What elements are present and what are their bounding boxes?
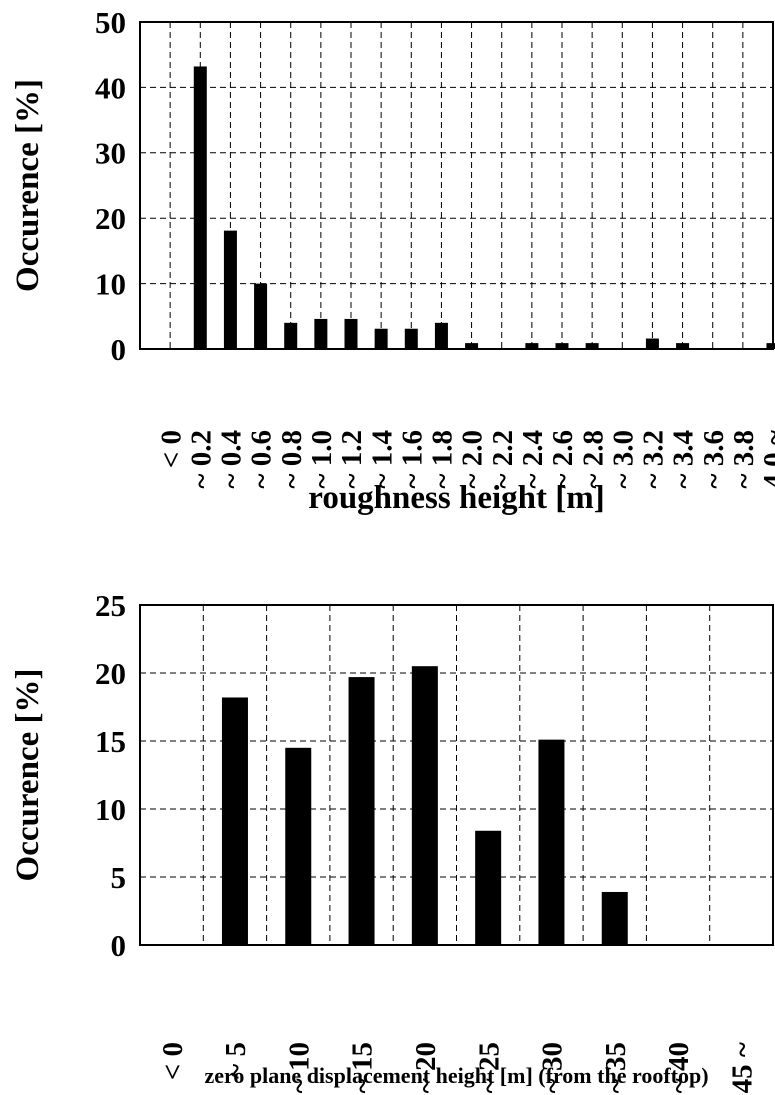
- category-label: 4.0 ~: [758, 430, 775, 489]
- y-tick-label: 0: [111, 332, 127, 367]
- x-axis-title: roughness height [m]: [308, 480, 604, 516]
- category-label: ~ 20: [410, 1042, 442, 1093]
- displacement-height-chart: 0 5 10 15 20 25 < 0 ~ 5 ~ 10 ~ 15 ~ 20 ~ 25 ~ 30 ~ 35…: [10, 588, 774, 1093]
- y-axis-title: Occurence [%]: [10, 79, 46, 292]
- category-label: ~ 1.0: [306, 430, 338, 489]
- bar: [404, 328, 418, 349]
- category-label: ~ 30: [537, 1042, 569, 1093]
- category-label: < 0: [155, 430, 187, 468]
- category-label: ~ 3.2: [638, 430, 670, 489]
- y-tick-label: 25: [95, 588, 126, 623]
- category-label: ~ 0.8: [276, 430, 308, 489]
- bar: [254, 283, 268, 349]
- category-label: ~ 25: [473, 1042, 505, 1093]
- bar: [766, 343, 775, 349]
- category-label: ~ 2.4: [517, 430, 549, 489]
- category-label: ~ 0.4: [216, 430, 248, 489]
- bar: [284, 322, 298, 349]
- y-tick-label: 10: [95, 792, 126, 827]
- category-label: ~ 1.2: [336, 430, 368, 489]
- bar: [465, 343, 479, 349]
- bar: [434, 322, 448, 349]
- y-axis-title: Occurence [%]: [10, 669, 46, 882]
- category-label: ~ 15: [347, 1042, 379, 1093]
- category-label: ~ 3.8: [728, 430, 760, 489]
- category-label: ~ 40: [663, 1042, 695, 1093]
- category-label: 45 ~: [727, 1042, 759, 1093]
- y-tick-label: 20: [95, 201, 126, 236]
- category-label: ~ 5: [220, 1042, 252, 1079]
- plot-frame: [139, 21, 774, 350]
- category-label: ~ 3.6: [698, 430, 730, 489]
- bar: [223, 230, 237, 349]
- bar: [538, 739, 565, 945]
- bar: [193, 66, 207, 350]
- bar: [411, 666, 438, 945]
- category-label: ~ 2.0: [457, 430, 489, 489]
- bar: [221, 697, 248, 945]
- bar: [555, 343, 569, 349]
- category-label: ~ 3.4: [668, 430, 700, 489]
- y-tick-label: 20: [95, 656, 126, 691]
- y-tick-label: 10: [95, 266, 126, 301]
- bar: [525, 343, 539, 349]
- y-tick-label: 30: [95, 136, 126, 171]
- category-label: ~ 35: [600, 1042, 632, 1093]
- y-tick-label: 0: [111, 928, 127, 963]
- x-axis-title: zero plane displacement height [m] (from…: [204, 1063, 708, 1088]
- y-tick-label: 5: [111, 860, 127, 895]
- category-label: ~ 1.4: [366, 430, 398, 489]
- bar: [475, 830, 502, 945]
- category-label: < 0: [157, 1042, 189, 1080]
- category-label: ~ 0.6: [246, 430, 278, 489]
- category-label: ~ 2.6: [547, 430, 579, 489]
- bar: [348, 677, 375, 945]
- bar: [645, 338, 659, 349]
- category-label: ~ 1.6: [396, 430, 428, 489]
- category-label: ~ 10: [283, 1042, 315, 1093]
- bar: [285, 747, 312, 945]
- category-label: ~ 1.8: [427, 430, 459, 489]
- y-tick-label: 15: [95, 724, 126, 759]
- category-label: ~ 0.2: [185, 430, 217, 489]
- y-tick-label: 50: [95, 5, 126, 40]
- bar: [585, 343, 599, 349]
- category-label: ~ 2.8: [577, 430, 609, 489]
- bar: [601, 891, 628, 945]
- bar: [344, 318, 358, 349]
- category-label: ~ 2.2: [487, 430, 519, 489]
- bar: [374, 328, 388, 349]
- bar: [676, 343, 690, 349]
- y-tick-label: 40: [95, 70, 126, 105]
- category-label: ~ 3.0: [607, 430, 639, 489]
- bar: [314, 318, 328, 349]
